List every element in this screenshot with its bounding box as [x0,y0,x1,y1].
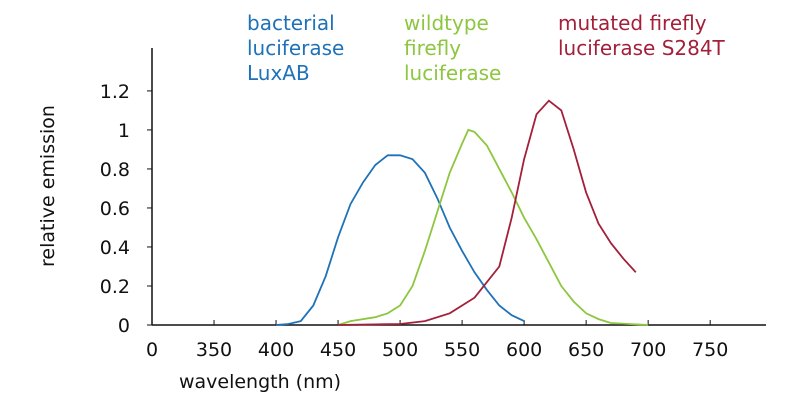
y-tick-label: 1.2 [100,81,130,103]
x-tick-label: 500 [382,339,418,361]
y-tick-label: 0.2 [100,276,130,298]
series-line [338,99,637,326]
x-tick-label: 0 [146,339,158,361]
y-tick-label: 1 [118,120,130,142]
y-axis-label: relative emission [37,105,59,267]
y-tick-label: 0 [118,315,130,337]
y-tick-label: 0.4 [100,237,130,259]
legend-label: wildtype firefly luciferase [404,11,502,85]
x-axis-label: wavelength (nm) [179,371,341,393]
y-tick-label: 0.8 [100,159,130,181]
x-tick-label: 400 [258,339,294,361]
legend-label: mutated firefly luciferase S284T [558,11,725,60]
x-tick-label: 700 [630,339,666,361]
series-line [337,128,649,326]
x-tick-label: 600 [506,339,542,361]
x-tick-label: 450 [320,339,356,361]
x-tick-label: 750 [692,339,728,361]
y-tick-label: 0.6 [100,198,130,220]
x-tick-label: 650 [568,339,604,361]
x-tick-label: 350 [196,339,232,361]
legend-label: bacterial luciferase LuxAB [247,11,345,85]
series-line [275,154,525,326]
x-tick-label: 550 [444,339,480,361]
